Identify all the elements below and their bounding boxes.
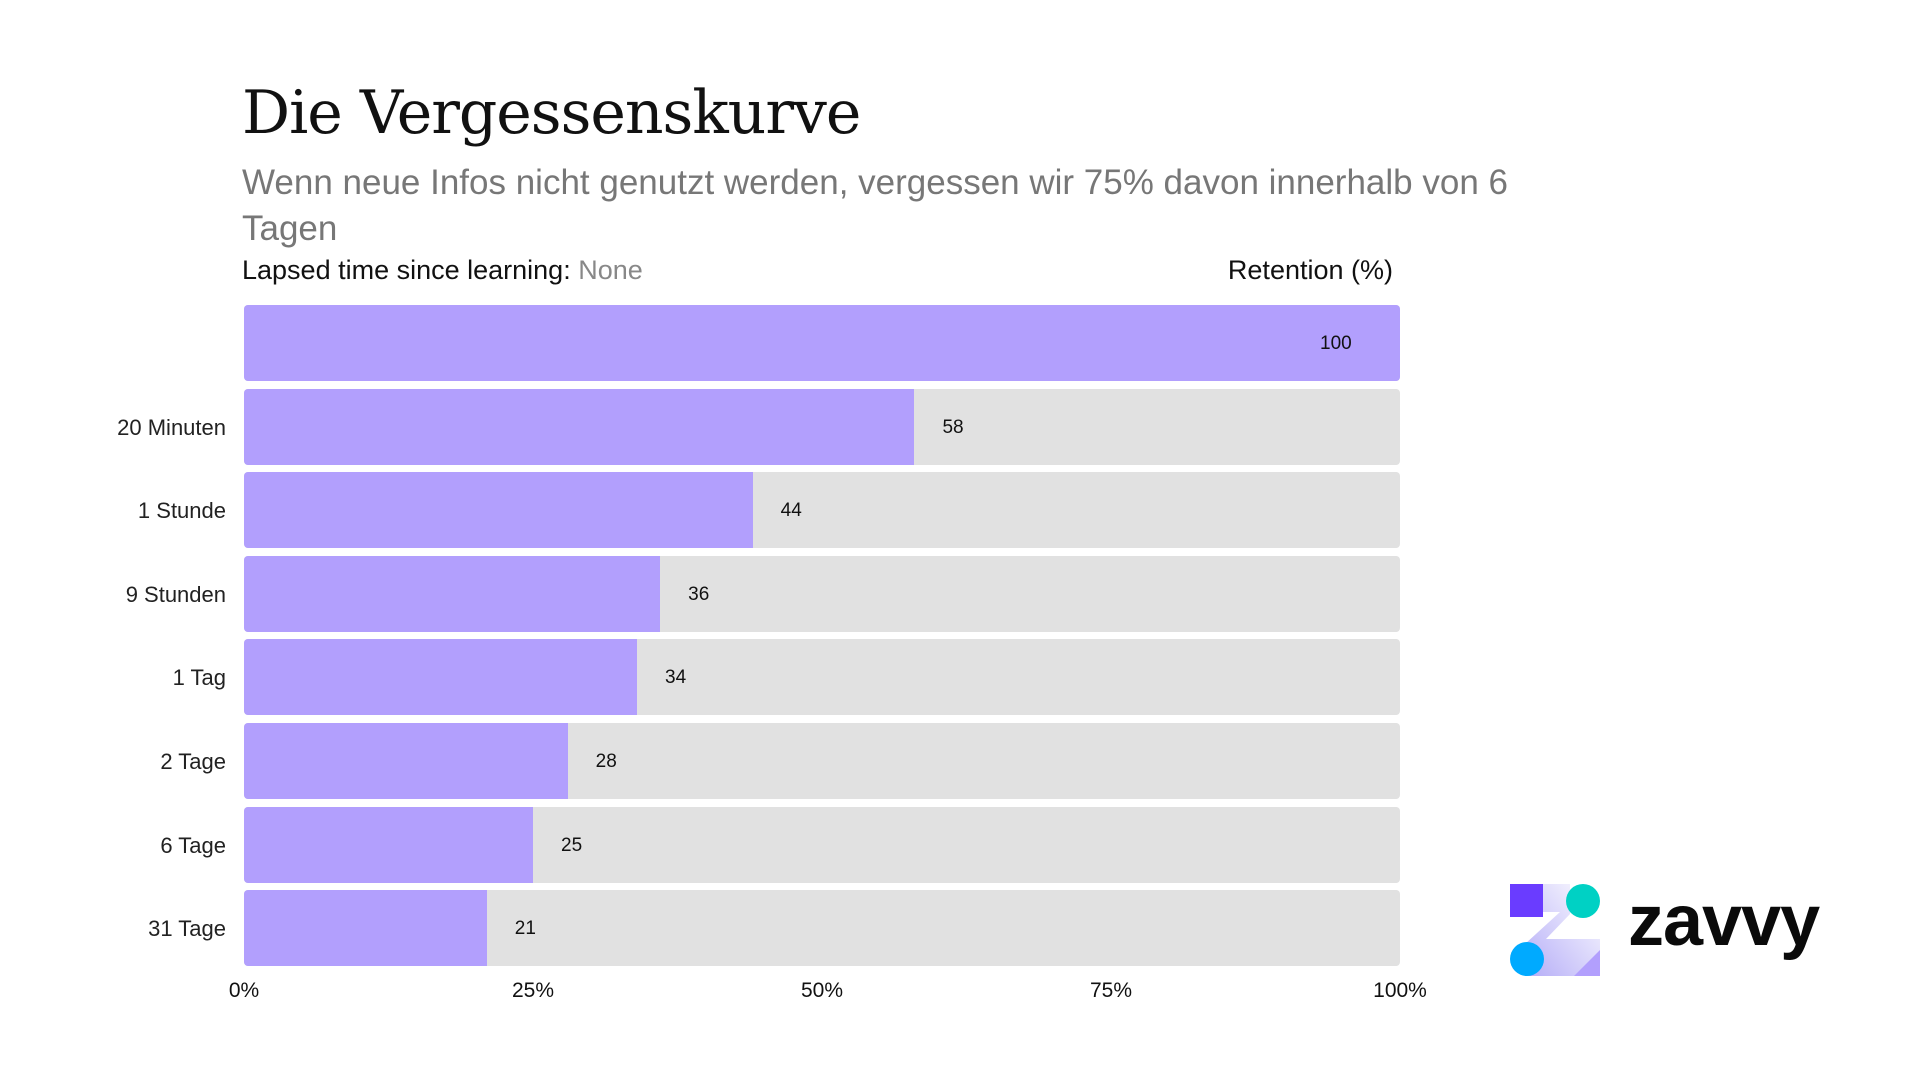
- bar-track: 58: [244, 388, 1400, 465]
- category-label: 9 Stunden: [125, 581, 226, 607]
- data-label: 25: [561, 834, 583, 856]
- bar: [244, 388, 915, 465]
- x-tick-label: 25%: [511, 979, 555, 1002]
- bar: [244, 639, 638, 716]
- category-label: 1 Tag: [172, 665, 226, 691]
- data-label: 58: [942, 416, 964, 438]
- category-label: 2 Tage: [160, 749, 226, 774]
- data-label: 28: [595, 751, 617, 772]
- bar-track: 25: [244, 806, 1400, 883]
- zavvy-logo-icon: [1510, 884, 1600, 976]
- brand-name: zavvy: [1628, 881, 1820, 961]
- x-tick-label: 50%: [800, 979, 844, 1002]
- category-header: Lapsed time since learning: None: [242, 255, 643, 286]
- x-tick-label: 0%: [228, 979, 260, 1002]
- category-label: 20 Minuten: [117, 414, 226, 440]
- chart-subtitle: Wenn neue Infos nicht genutzt werden, ve…: [242, 163, 1508, 248]
- bar: [244, 472, 753, 549]
- bar-track: 21: [244, 890, 1400, 967]
- value-header: Retention (%): [1227, 255, 1393, 285]
- category-label: 31 Tage: [148, 916, 226, 942]
- bar: [244, 305, 1400, 381]
- bar: [244, 890, 487, 967]
- x-tick-label: 100%: [1373, 979, 1427, 1002]
- bar: [244, 806, 533, 883]
- data-label: 44: [780, 500, 802, 522]
- category-header-label: Lapsed time since learning:: [242, 255, 571, 285]
- bar: [244, 723, 568, 799]
- data-label: 21: [514, 918, 536, 940]
- x-tick-label: 75%: [1089, 979, 1133, 1002]
- bar-track: 28: [244, 723, 1400, 799]
- category-label: 1 Stunde: [137, 498, 226, 524]
- chart-title: Die Vergessenskurve: [242, 78, 861, 148]
- data-label: 34: [665, 667, 687, 689]
- bar-track: 34: [244, 639, 1400, 716]
- data-label: 100: [1320, 333, 1352, 354]
- category-label: 6 Tage: [160, 832, 226, 858]
- bar-track: 100: [244, 305, 1400, 381]
- bar: [244, 555, 661, 632]
- data-label: 36: [688, 583, 710, 605]
- bar-track: 36: [244, 555, 1400, 632]
- category-header-value: None: [578, 255, 643, 285]
- bar-track: 44: [244, 472, 1400, 549]
